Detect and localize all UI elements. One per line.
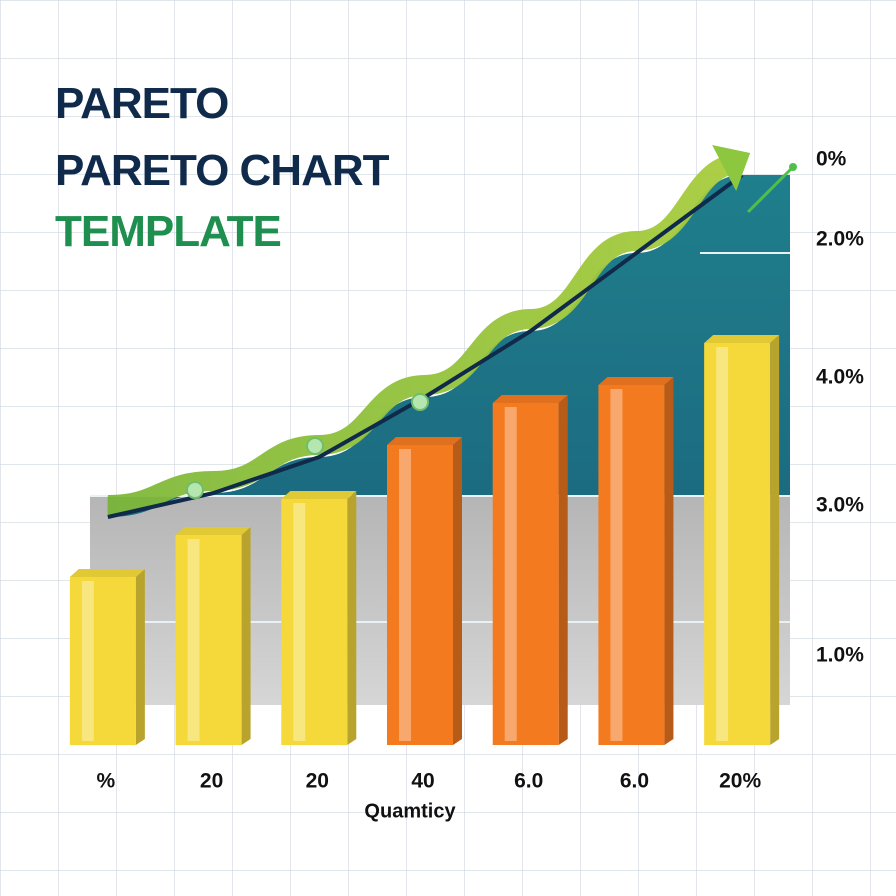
- x-tick-label: 6.0: [620, 770, 649, 793]
- bar-highlight: [504, 407, 517, 741]
- cumulative-band: [107, 153, 744, 515]
- right-axis-label: 0%: [816, 148, 847, 171]
- bar-top: [175, 527, 251, 535]
- line-marker: [411, 393, 429, 411]
- pointer-line: [746, 165, 795, 214]
- bar-top: [598, 377, 674, 385]
- bar-top: [387, 437, 462, 445]
- line-marker: [186, 481, 204, 499]
- bar-side: [453, 437, 462, 745]
- right-axis-label: 4.0%: [816, 366, 864, 389]
- right-axis-label: 1.0%: [816, 644, 864, 667]
- bar-top: [281, 491, 357, 499]
- bar-highlight: [293, 503, 306, 741]
- title-line: PARETO: [55, 79, 228, 128]
- x-tick-label: 6.0: [514, 770, 543, 793]
- arrow-head: [712, 145, 751, 191]
- bar: [704, 343, 771, 745]
- line-marker: [306, 437, 324, 455]
- bar: [281, 499, 348, 745]
- title-line: PARETO CHART: [55, 146, 390, 195]
- bar-top: [704, 335, 780, 343]
- bar: [175, 535, 242, 745]
- bar: [69, 577, 136, 745]
- bar-top: [492, 395, 568, 403]
- bar-side: [241, 527, 251, 745]
- bar-side: [770, 335, 780, 745]
- bar-side: [347, 491, 357, 745]
- bar-side: [558, 395, 568, 745]
- right-axis-label: 3.0%: [816, 494, 864, 517]
- pointer-dot: [789, 163, 797, 171]
- bar: [492, 403, 559, 745]
- x-tick-label: 20%: [719, 770, 761, 793]
- bar-highlight: [81, 581, 94, 741]
- bar-highlight: [716, 347, 729, 741]
- bar-highlight: [399, 449, 411, 741]
- bar: [598, 385, 665, 745]
- x-tick-label: 20: [306, 770, 329, 793]
- bar: [387, 445, 453, 745]
- bar-side: [664, 377, 674, 745]
- bar-side: [135, 569, 145, 745]
- title-block: PARETO PARETO CHART TEMPLATE: [55, 79, 391, 256]
- bar-highlight: [610, 389, 623, 741]
- x-axis-title: Quamticy: [364, 800, 456, 822]
- title-line: TEMPLATE: [55, 207, 281, 256]
- bar-top: [69, 569, 145, 577]
- x-tick-label: 20: [200, 770, 223, 793]
- right-axis-label: 2.0%: [816, 228, 864, 251]
- bar-highlight: [187, 539, 200, 741]
- x-tick-label: 40: [411, 770, 434, 793]
- plot-area: % 20 20 40 6.0 6.0 20% 0% 2.0% 4.0% 3.0% 1.0% Quamti…: [69, 145, 864, 822]
- x-tick-label: %: [97, 770, 116, 793]
